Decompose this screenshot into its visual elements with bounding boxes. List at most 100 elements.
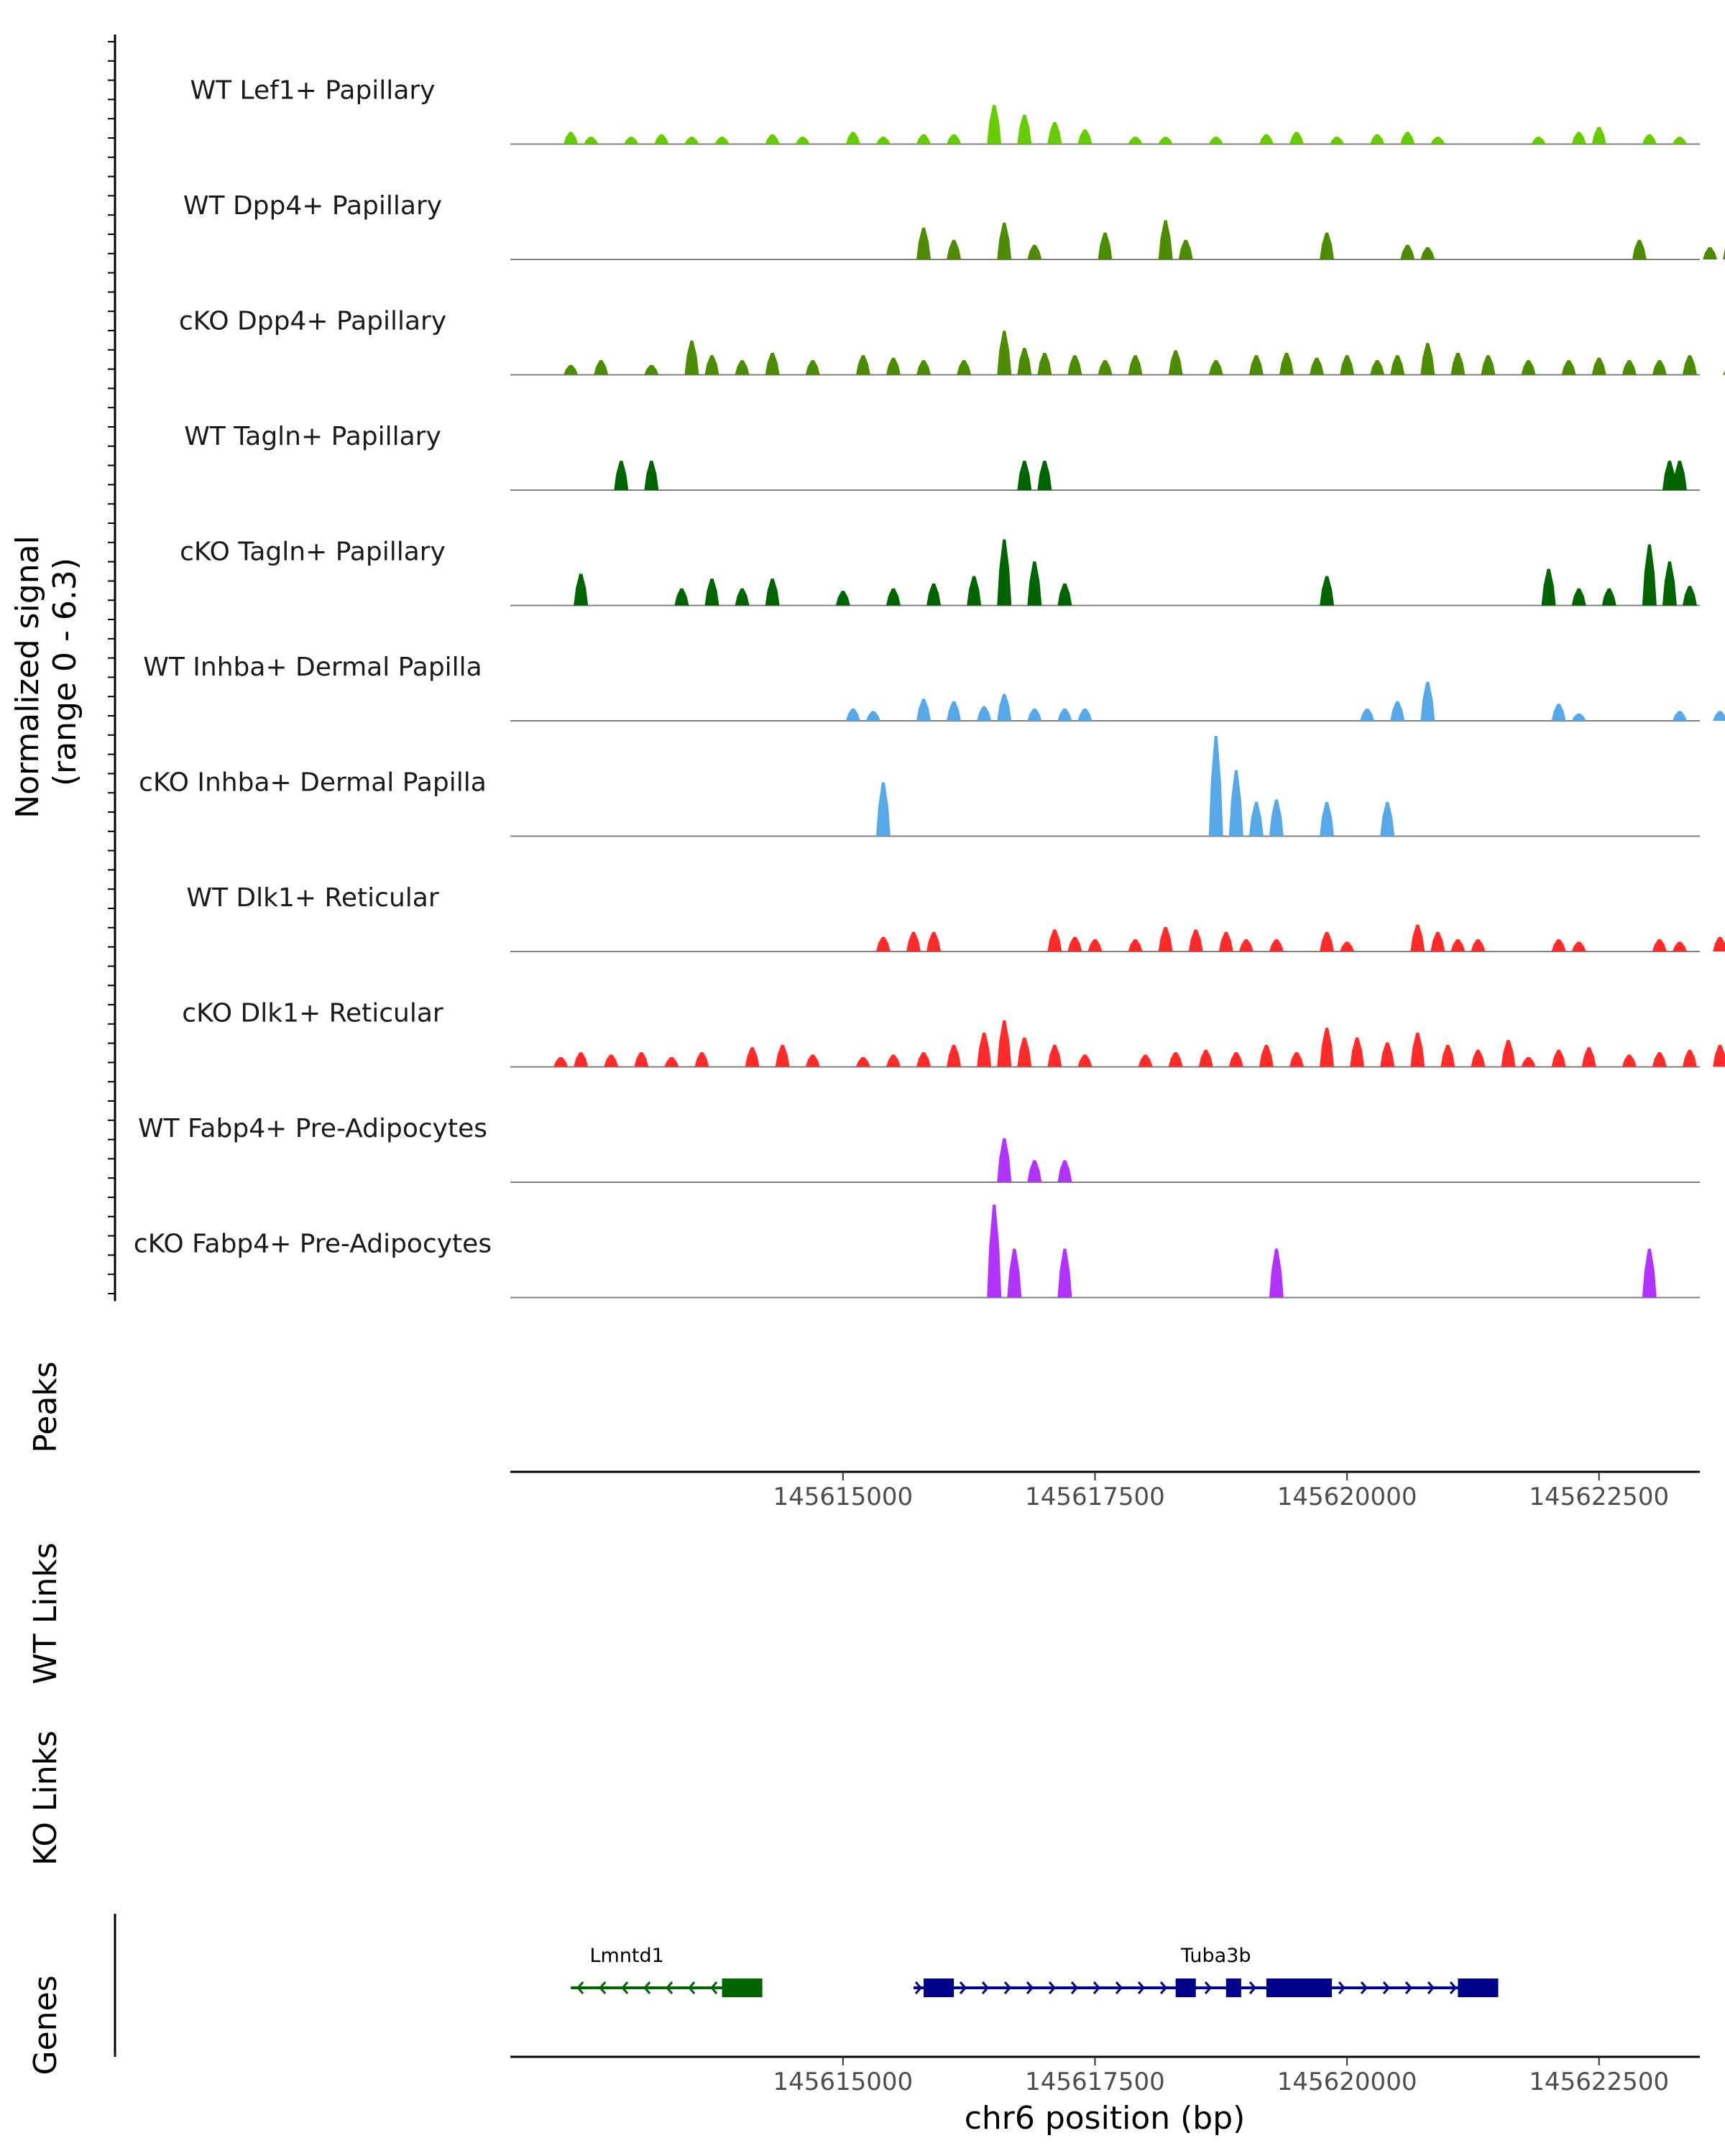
coverage-peak <box>1320 232 1335 259</box>
coverage-peak <box>1390 701 1405 721</box>
coverage-peak <box>805 360 820 375</box>
coverage-peak <box>1320 931 1335 952</box>
coverage-peak <box>835 591 850 606</box>
coverage-peak <box>1320 576 1335 606</box>
coverage-peak <box>1642 1248 1657 1298</box>
coverage-peak <box>1551 1049 1566 1067</box>
coverage-peak <box>1450 939 1466 952</box>
coverage-peak <box>1320 1028 1335 1067</box>
coverage-peak <box>1320 801 1335 837</box>
coverage-peak <box>1672 941 1687 952</box>
coverage-peak <box>1037 461 1052 490</box>
peaks-track-label: Peaks <box>27 1361 64 1452</box>
coverage-peak <box>1098 360 1113 375</box>
track-0: WT Lef1+ Papillary <box>190 76 1700 145</box>
coverage-peak <box>1430 931 1445 952</box>
x-tick-label: 145622500 <box>1529 1483 1669 1511</box>
coverage-peak <box>1188 929 1203 952</box>
coverage-peak <box>1310 357 1325 375</box>
coverage-peak <box>957 360 972 375</box>
exon <box>1175 1978 1196 1997</box>
strand-arrow <box>981 1981 990 1994</box>
coverage-peak <box>745 1047 760 1067</box>
coverage-peak <box>1420 247 1435 259</box>
track-label: cKO Dpp4+ Papillary <box>179 307 446 336</box>
strand-arrow <box>1404 1981 1413 1994</box>
coverage-peak <box>1662 461 1677 490</box>
coverage-peak <box>1027 708 1042 721</box>
coverage-peak <box>997 222 1012 259</box>
strand-arrow <box>1137 1981 1146 1994</box>
coverage-peak <box>765 352 780 375</box>
coverage-peak <box>1682 355 1697 375</box>
x-tick-label: 145615000 <box>773 1483 913 1511</box>
coverage-peak <box>1380 1042 1395 1067</box>
coverage-peak <box>1571 713 1586 721</box>
coverage-peak <box>875 936 891 952</box>
coverage-peak <box>644 461 659 490</box>
coverage-peak <box>1017 461 1032 490</box>
coverage-peak <box>1501 1040 1516 1067</box>
coverage-peak <box>1047 1044 1062 1067</box>
x-tick-label: 145620000 <box>1277 1483 1417 1511</box>
coverage-peak <box>1128 355 1143 375</box>
coverage-peak <box>1622 1054 1637 1067</box>
track-4: cKO Tagln+ Papillary <box>180 538 1700 607</box>
coverage-peak <box>1571 941 1586 952</box>
coverage-peak <box>1591 357 1606 375</box>
coverage-peak <box>654 134 669 144</box>
coverage-peak <box>1057 583 1072 606</box>
coverage-peak <box>1672 461 1687 490</box>
strand-arrow <box>666 1981 673 1994</box>
track-label: cKO Tagln+ Papillary <box>180 538 446 567</box>
x-tick-label: 145617500 <box>1025 1483 1165 1511</box>
x-tick-label: 145620000 <box>1277 2068 1417 2096</box>
coverage-tracks: WT Lef1+ Papillary WT Dpp4+ Papillary cKO … <box>134 76 1725 1299</box>
coverage-peak <box>1017 1037 1032 1067</box>
coverage-peak <box>1017 348 1032 375</box>
coverage-peak <box>1067 936 1082 952</box>
coverage-peak <box>1289 1052 1304 1067</box>
coverage-peak <box>1370 134 1385 144</box>
exon <box>1458 1978 1499 1997</box>
coverage-peak <box>644 364 659 375</box>
coverage-peak <box>1713 936 1725 952</box>
coverage-peak <box>564 132 579 144</box>
track-8: cKO Dlk1+ Reticular <box>182 999 1725 1068</box>
coverage-peak <box>1723 371 1725 375</box>
coverage-peak <box>1581 1047 1596 1067</box>
track-label: WT Lef1+ Papillary <box>190 76 436 106</box>
coverage-peak <box>1481 355 1496 375</box>
coverage-peak <box>765 134 780 144</box>
strand-arrow <box>1382 1981 1391 1994</box>
coverage-peak <box>1087 939 1103 952</box>
coverage-peak <box>1471 939 1486 952</box>
coverage-peak <box>977 1032 992 1067</box>
y-axis-title-line-2: (range 0 - 6.3) <box>47 558 83 786</box>
coverage-peak <box>906 931 921 952</box>
coverage-peak <box>1037 352 1052 375</box>
coverage-peak <box>584 137 599 144</box>
coverage-peak <box>1047 121 1062 144</box>
coverage-peak <box>1128 939 1143 952</box>
coverage-peak <box>1077 1054 1092 1067</box>
track-5: WT Inhba+ Dermal Papilla <box>143 653 1725 722</box>
coverage-peak <box>1178 239 1193 259</box>
coverage-peak <box>1410 1032 1425 1067</box>
coverage-peak <box>1400 244 1415 259</box>
strand-arrow <box>914 1981 923 1994</box>
coverage-peak <box>875 782 891 837</box>
coverage-peak <box>1662 561 1677 606</box>
track-label: WT Dpp4+ Papillary <box>183 191 442 221</box>
coverage-peak <box>1057 708 1072 721</box>
coverage-peak <box>1642 134 1657 144</box>
coverage-peak <box>574 573 589 606</box>
strand-arrow <box>1070 1981 1079 1994</box>
coverage-peak <box>1047 929 1062 952</box>
coverage-peak <box>1067 355 1082 375</box>
coverage-peak <box>775 1044 790 1067</box>
coverage-peak <box>1350 1037 1365 1067</box>
track-label: WT Tagln+ Papillary <box>184 422 441 451</box>
coverage-peak <box>886 1054 901 1067</box>
